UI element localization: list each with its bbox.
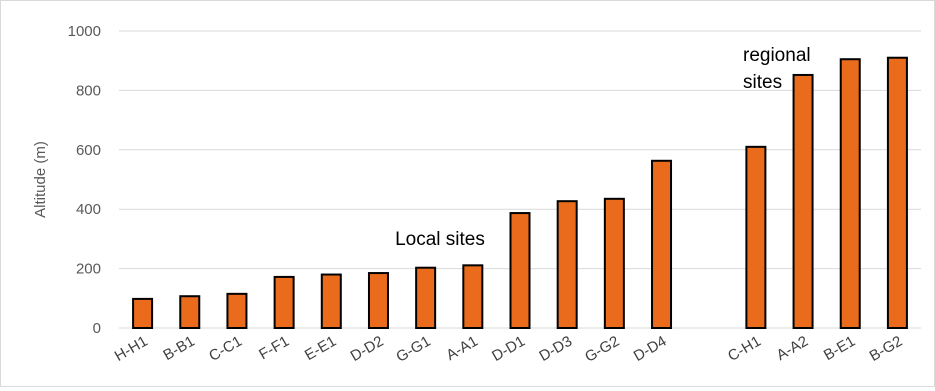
y-tick-label: 400 [76,201,101,218]
x-tick-label: D-D1 [489,333,528,365]
x-tick-label: D-D4 [631,333,670,365]
x-tick-label: E-E1 [302,333,339,364]
bar-b-b1 [179,295,201,330]
annotations: Local sites regional sites [395,45,811,250]
x-tick-label: F-F1 [256,333,292,364]
x-tick-label: G-G1 [393,333,433,366]
bar-d-d1 [509,212,531,330]
x-tick-label: D-D3 [536,333,575,365]
y-axis-label: Altitude (m) [32,141,49,218]
bars [132,56,908,330]
annotation-regional-sites: regional sites [743,45,811,93]
bar-h-h1 [132,297,154,330]
x-tick-label: C-C1 [206,333,245,365]
x-tick-label: A-A2 [774,333,811,364]
x-tick-label: B-E1 [821,333,858,364]
y-tick-label: 0 [93,320,101,337]
x-tick-label: C-H1 [725,333,764,365]
x-tick-label: A-A1 [443,333,480,364]
y-tick-label: 600 [76,142,101,159]
bar-a-a1 [462,264,484,330]
bar-g-g1 [415,266,437,330]
bar-a-a2 [792,73,814,330]
bar-d-d4 [651,159,673,329]
x-tick-label: H-H1 [112,333,151,365]
x-tick-label: D-D2 [348,333,387,365]
bar-g-g2 [603,197,625,329]
bar-b-e1 [839,58,861,330]
bar-c-c1 [226,292,248,329]
y-tick-labels: 0 200 400 600 800 1000 [68,23,101,337]
x-tick-label: G-G2 [582,333,622,366]
annotation-line: sites [743,72,782,93]
annotation-line: regional [743,45,811,66]
x-tick-labels: H-H1 B-B1 C-C1 F-F1 E-E1 D-D2 G-G1 A-A1 D-D1 D-D3… [112,333,906,366]
y-tick-label: 800 [76,82,101,99]
gridlines [119,30,921,329]
x-tick-label: B-B1 [160,333,197,364]
bar-d-d2 [367,272,389,329]
y-tick-label: 200 [76,261,101,278]
bar-f-f1 [273,275,295,329]
bar-e-e1 [320,273,342,330]
y-tick-label: 1000 [68,23,101,40]
x-tick-label: B-G2 [867,333,906,365]
bar-c-h1 [745,145,767,329]
bar-d-d3 [556,200,578,329]
annotation-local-sites: Local sites [395,229,485,250]
bar-b-g2 [886,56,908,329]
